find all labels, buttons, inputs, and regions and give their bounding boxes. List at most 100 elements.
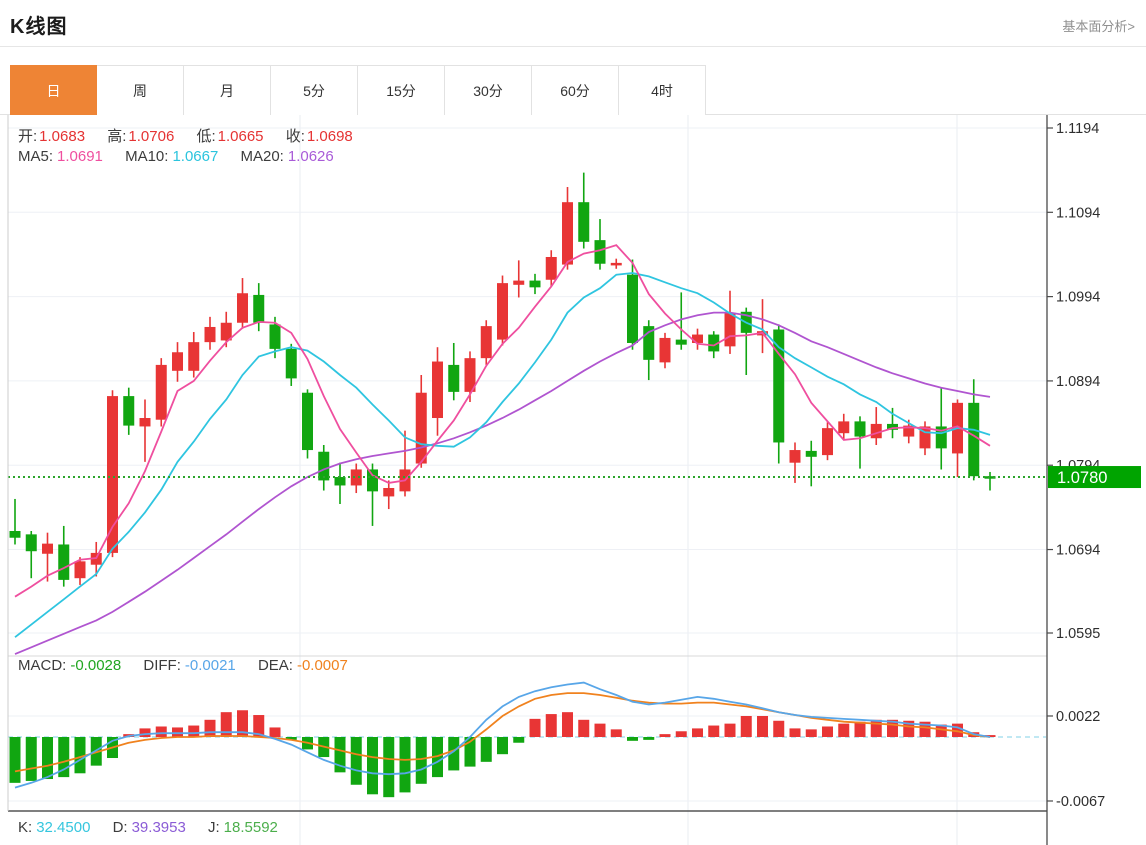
candle[interactable] <box>643 320 655 381</box>
y-axis-tick-label: 1.1194 <box>1056 121 1099 137</box>
candle[interactable] <box>480 320 492 365</box>
candle[interactable] <box>545 250 557 287</box>
candle[interactable] <box>318 444 330 491</box>
last-price-tag-text: 1.0780 <box>1057 469 1107 487</box>
ma20-label: MA20: <box>240 148 284 165</box>
candle[interactable] <box>415 375 427 468</box>
macd-bar <box>448 737 460 771</box>
candle[interactable] <box>854 416 866 469</box>
candle[interactable] <box>659 332 671 369</box>
candle[interactable] <box>139 399 151 462</box>
candle-body <box>318 451 330 481</box>
macd-bar <box>952 723 963 737</box>
candle-body <box>903 425 915 437</box>
candle-body <box>139 418 151 427</box>
candle[interactable] <box>432 347 443 436</box>
candle-body <box>107 396 118 553</box>
tab-15分[interactable]: 15分 <box>358 65 445 115</box>
chart-plot-area[interactable] <box>8 115 1047 810</box>
candle[interactable] <box>675 292 687 350</box>
macd-bar <box>42 737 53 780</box>
candle[interactable] <box>935 388 947 470</box>
candle[interactable] <box>74 557 86 585</box>
candle[interactable] <box>383 480 395 510</box>
candle[interactable] <box>42 532 53 582</box>
dea-label: DEA: <box>257 657 293 674</box>
fundamental-analysis-link[interactable]: 基本面分析> <box>1062 19 1135 34</box>
candle[interactable] <box>172 342 183 382</box>
candle-body <box>870 423 882 439</box>
tab-30分[interactable]: 30分 <box>445 65 532 115</box>
candle[interactable] <box>253 283 265 332</box>
macd-bar <box>172 727 183 737</box>
candle[interactable] <box>285 343 297 386</box>
candle[interactable] <box>578 172 590 249</box>
kdj-k-value: 32.4500 <box>36 819 91 836</box>
candle[interactable] <box>919 421 931 456</box>
candle[interactable] <box>562 187 573 270</box>
candle[interactable] <box>870 407 882 445</box>
candle-body <box>562 202 573 265</box>
tab-周[interactable]: 周 <box>97 65 184 115</box>
macd-bar <box>139 728 151 737</box>
candle[interactable] <box>58 525 70 587</box>
candle-body <box>708 334 720 352</box>
candle-body <box>464 358 476 392</box>
candle[interactable] <box>334 462 346 505</box>
candle[interactable] <box>237 278 248 329</box>
macd-bar <box>594 723 606 737</box>
candle[interactable] <box>513 260 525 298</box>
candle-body <box>74 561 86 579</box>
candle[interactable] <box>9 498 21 545</box>
macd-bar <box>659 734 671 737</box>
candle[interactable] <box>155 358 167 427</box>
candle-body <box>350 469 362 486</box>
candle[interactable] <box>188 332 200 378</box>
candle[interactable] <box>838 413 850 440</box>
candle-body <box>643 326 655 360</box>
tab-日[interactable]: 日 <box>10 65 97 115</box>
candle-body <box>155 364 167 420</box>
candle[interactable] <box>204 316 216 350</box>
tab-5分[interactable]: 5分 <box>271 65 358 115</box>
macd-bar <box>529 718 541 737</box>
candle[interactable] <box>805 440 817 487</box>
candle-body <box>887 423 898 430</box>
candle-body <box>269 324 281 349</box>
macd-bar <box>334 737 346 773</box>
kdj-j-value: 18.5592 <box>223 819 278 836</box>
tab-月[interactable]: 月 <box>184 65 271 115</box>
tab-4时[interactable]: 4时 <box>619 65 706 115</box>
ohlc-readout: 开: 1.0683 高: 1.0706 低: 1.0665 收: 1.0698 <box>18 125 371 146</box>
candle-body <box>594 240 606 264</box>
candle[interactable] <box>107 390 118 558</box>
macd-bar <box>9 737 21 783</box>
grid-layer <box>8 115 1047 845</box>
macd-bar <box>350 737 362 785</box>
candle[interactable] <box>594 219 606 270</box>
candle[interactable] <box>350 463 362 494</box>
macd-bar <box>773 720 785 737</box>
macd-bar <box>480 737 492 762</box>
candle[interactable] <box>448 342 460 401</box>
macd-readout: MACD: -0.0028 DIFF: -0.0021 DEA: -0.0007 <box>18 657 366 674</box>
candle[interactable] <box>610 258 622 269</box>
candle[interactable] <box>529 273 541 295</box>
macd-bar <box>188 725 200 737</box>
macd-bar <box>497 737 508 755</box>
candle[interactable] <box>692 328 703 350</box>
page-title: K线图 <box>10 16 68 38</box>
candle-body <box>854 421 866 437</box>
candle[interactable] <box>25 530 37 579</box>
candle[interactable] <box>627 259 638 350</box>
ma5-line <box>14 244 991 598</box>
candle[interactable] <box>724 290 736 354</box>
candle-body <box>675 339 687 345</box>
tab-60分[interactable]: 60分 <box>532 65 619 115</box>
candle[interactable] <box>497 275 508 346</box>
candle[interactable] <box>123 387 135 435</box>
candle[interactable] <box>822 422 833 461</box>
candle-body <box>204 326 216 343</box>
candle[interactable] <box>302 389 313 459</box>
